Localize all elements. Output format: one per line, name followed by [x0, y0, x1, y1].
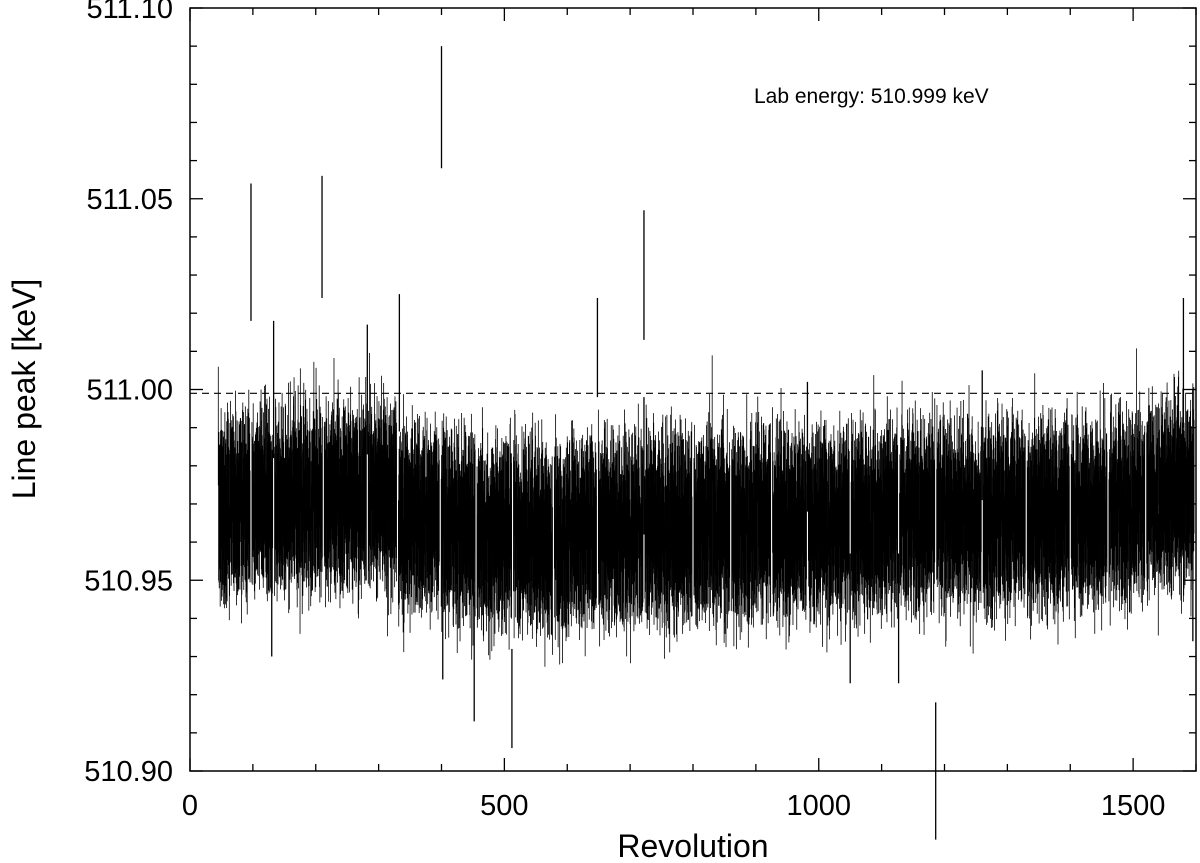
y-axis-title: Line peak [keV] — [6, 279, 42, 500]
x-tick-label: 500 — [480, 790, 528, 822]
plot-frame — [189, 7, 1197, 772]
x-tick-label: 0 — [182, 790, 198, 822]
x-axis-ticks: 0 500 1000 1500 — [182, 8, 1197, 822]
y-tick-label: 511.05 — [86, 184, 173, 216]
x-tick-label: 1500 — [1101, 790, 1166, 822]
x-tick-label: 1000 — [786, 790, 851, 822]
lab-energy-annotation: Lab energy: 510.999 keV — [754, 85, 989, 108]
x-axis-title: Revolution — [617, 828, 768, 863]
y-tick-label: 511.10 — [86, 0, 173, 25]
y-tick-label: 510.95 — [84, 565, 173, 597]
y-tick-label: 510.90 — [84, 756, 173, 788]
error-bar-series — [217, 46, 1195, 840]
y-tick-label: 511.00 — [86, 375, 173, 407]
y-axis-ticks: 510.90 510.95 511.00 511.05 511.10 — [84, 0, 1196, 788]
